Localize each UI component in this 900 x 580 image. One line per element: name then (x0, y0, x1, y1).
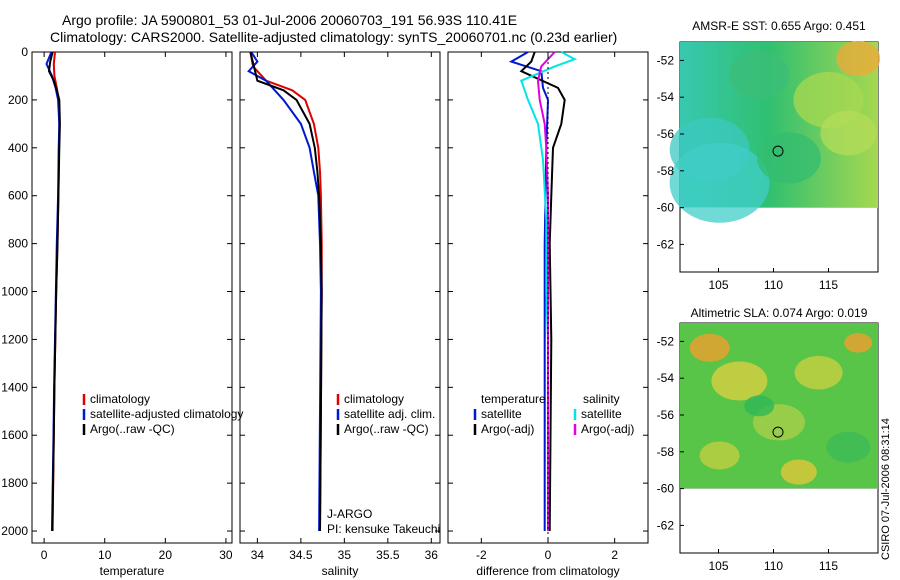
difference-panel-xtick-label: 2 (611, 548, 618, 562)
temperature-panel-series-argo-raw-qc- (47, 51, 61, 532)
sst-map-ytick-label: -58 (657, 164, 675, 178)
sla-map-title: Altimetric SLA: 0.074 Argo: 0.019 (691, 306, 868, 320)
sla-field-patch (744, 395, 775, 417)
temperature-legend-entry-label: climatology (90, 392, 150, 406)
salinity-annotation-float: J-ARGO (327, 507, 372, 521)
depth-tick-label: 2000 (1, 524, 28, 538)
temperature-panel-xlabel: temperature (100, 564, 165, 578)
difference-panel-series-salinity-satellite (520, 51, 578, 531)
sla-field-patch (711, 361, 768, 401)
sla-map-ytick-label: -58 (657, 445, 675, 459)
sst-map-argo-marker (772, 145, 784, 157)
difference-legend-title-right: salinity (583, 392, 620, 406)
sla-field-patch (689, 333, 730, 362)
sla-map-field (680, 323, 878, 489)
sla-map-xtick-label: 115 (819, 559, 838, 573)
sla-map-xtick-label: 110 (764, 559, 783, 573)
temperature-legend-entry-label: Argo(..raw -QC) (90, 422, 175, 436)
salinity-legend-entry-label: Argo(..raw -QC) (344, 422, 429, 436)
difference-legend-entry-label: satellite (581, 407, 622, 421)
sla-map-ytick-label: -62 (657, 518, 675, 532)
sst-map-ytick-label: -60 (657, 201, 675, 215)
salinity-panel-xtick-label: 34.5 (289, 548, 313, 562)
sla-map-ytick-label: -54 (657, 371, 675, 385)
salinity-panel-xtick-label: 34 (251, 548, 265, 562)
depth-tick-label: 400 (8, 141, 28, 155)
depth-tick-label: 1600 (1, 428, 28, 442)
difference-legend-title-left: temperature (481, 392, 546, 406)
difference-panel-xlabel: difference from climatology (476, 564, 619, 578)
footer-credit: CSIRO 07-Jul-2006 08:31:14 (880, 418, 892, 560)
depth-tick-label: 0 (21, 45, 28, 59)
sst-field-patch (836, 40, 881, 77)
sst-map-field (669, 40, 881, 223)
depth-tick-label: 200 (8, 93, 28, 107)
depth-tick-label: 1400 (1, 380, 28, 394)
sla-map-ytick-label: -60 (657, 482, 675, 496)
sst-field-patch (669, 142, 770, 223)
sst-field-patch (729, 51, 790, 100)
salinity-panel-frame (239, 51, 441, 544)
salinity-panel-xtick-label: 36 (425, 548, 439, 562)
sla-field-patch (844, 333, 873, 353)
salinity-legend-entry-label: satellite adj. clim. (344, 407, 435, 421)
difference-legend-entry-label: Argo(-adj) (581, 422, 634, 436)
depth-tick-label: 1200 (1, 332, 28, 346)
sst-map-xtick-label: 115 (819, 278, 838, 292)
sst-map-title: AMSR-E SST: 0.655 Argo: 0.451 (692, 19, 866, 33)
sst-field-patch (820, 110, 877, 156)
salinity-panel-xtick-label: 35.5 (376, 548, 400, 562)
temperature-panel-xtick-label: 10 (98, 548, 112, 562)
sst-map-ytick-label: -52 (657, 53, 675, 67)
sst-map-ytick-label: -54 (657, 90, 675, 104)
salinity-panel-xlabel: salinity (322, 564, 359, 578)
difference-panel-series-temperature-argo-adj- (519, 51, 566, 532)
temperature-legend-entry-label: satellite-adjusted climatology (90, 407, 243, 421)
salinity-annotation-pi: PI: kensuke Takeuchi (327, 522, 440, 536)
sla-map-ytick-label: -52 (657, 334, 675, 348)
sst-map-xtick-label: 105 (708, 278, 728, 292)
sla-field-patch (699, 441, 740, 470)
sst-map-xtick-label: 110 (764, 278, 783, 292)
salinity-panel-xtick-label: 35 (338, 548, 352, 562)
depth-tick-label: 1800 (1, 476, 28, 490)
temperature-panel-xtick-label: 0 (41, 548, 48, 562)
salinity-legend-entry-label: climatology (344, 392, 404, 406)
sla-map-ytick-label: -56 (657, 408, 675, 422)
difference-legend-entry-label: satellite (481, 407, 522, 421)
depth-tick-label: 1000 (1, 285, 28, 299)
salinity-panel-series-argo-raw-qc- (249, 51, 323, 532)
difference-legend-entry-label: Argo(-adj) (481, 422, 534, 436)
sst-map-ytick-label: -62 (657, 237, 675, 251)
figure-title-line2: Climatology: CARS2000. Satellite-adjuste… (50, 29, 618, 45)
depth-tick-label: 600 (8, 189, 28, 203)
temperature-panel-xtick-label: 30 (219, 548, 233, 562)
sla-map-xtick-label: 105 (708, 559, 728, 573)
sst-map-ytick-label: -56 (657, 127, 675, 141)
temperature-panel-frame (31, 51, 233, 544)
sla-field-patch (794, 355, 843, 390)
difference-panel-series-temperature-satellite (508, 51, 550, 531)
difference-panel-xtick-label: -2 (476, 548, 487, 562)
sla-field-patch (780, 459, 817, 485)
sst-field-patch (756, 132, 821, 184)
depth-tick-label: 800 (8, 237, 28, 251)
sla-field-patch (826, 431, 871, 463)
difference-panel-xtick-label: 0 (545, 548, 552, 562)
temperature-panel-xtick-label: 20 (159, 548, 173, 562)
sla-map-argo-marker (772, 426, 784, 438)
figure-title-line1: Argo profile: JA 5900801_53 01-Jul-2006 … (62, 12, 518, 28)
